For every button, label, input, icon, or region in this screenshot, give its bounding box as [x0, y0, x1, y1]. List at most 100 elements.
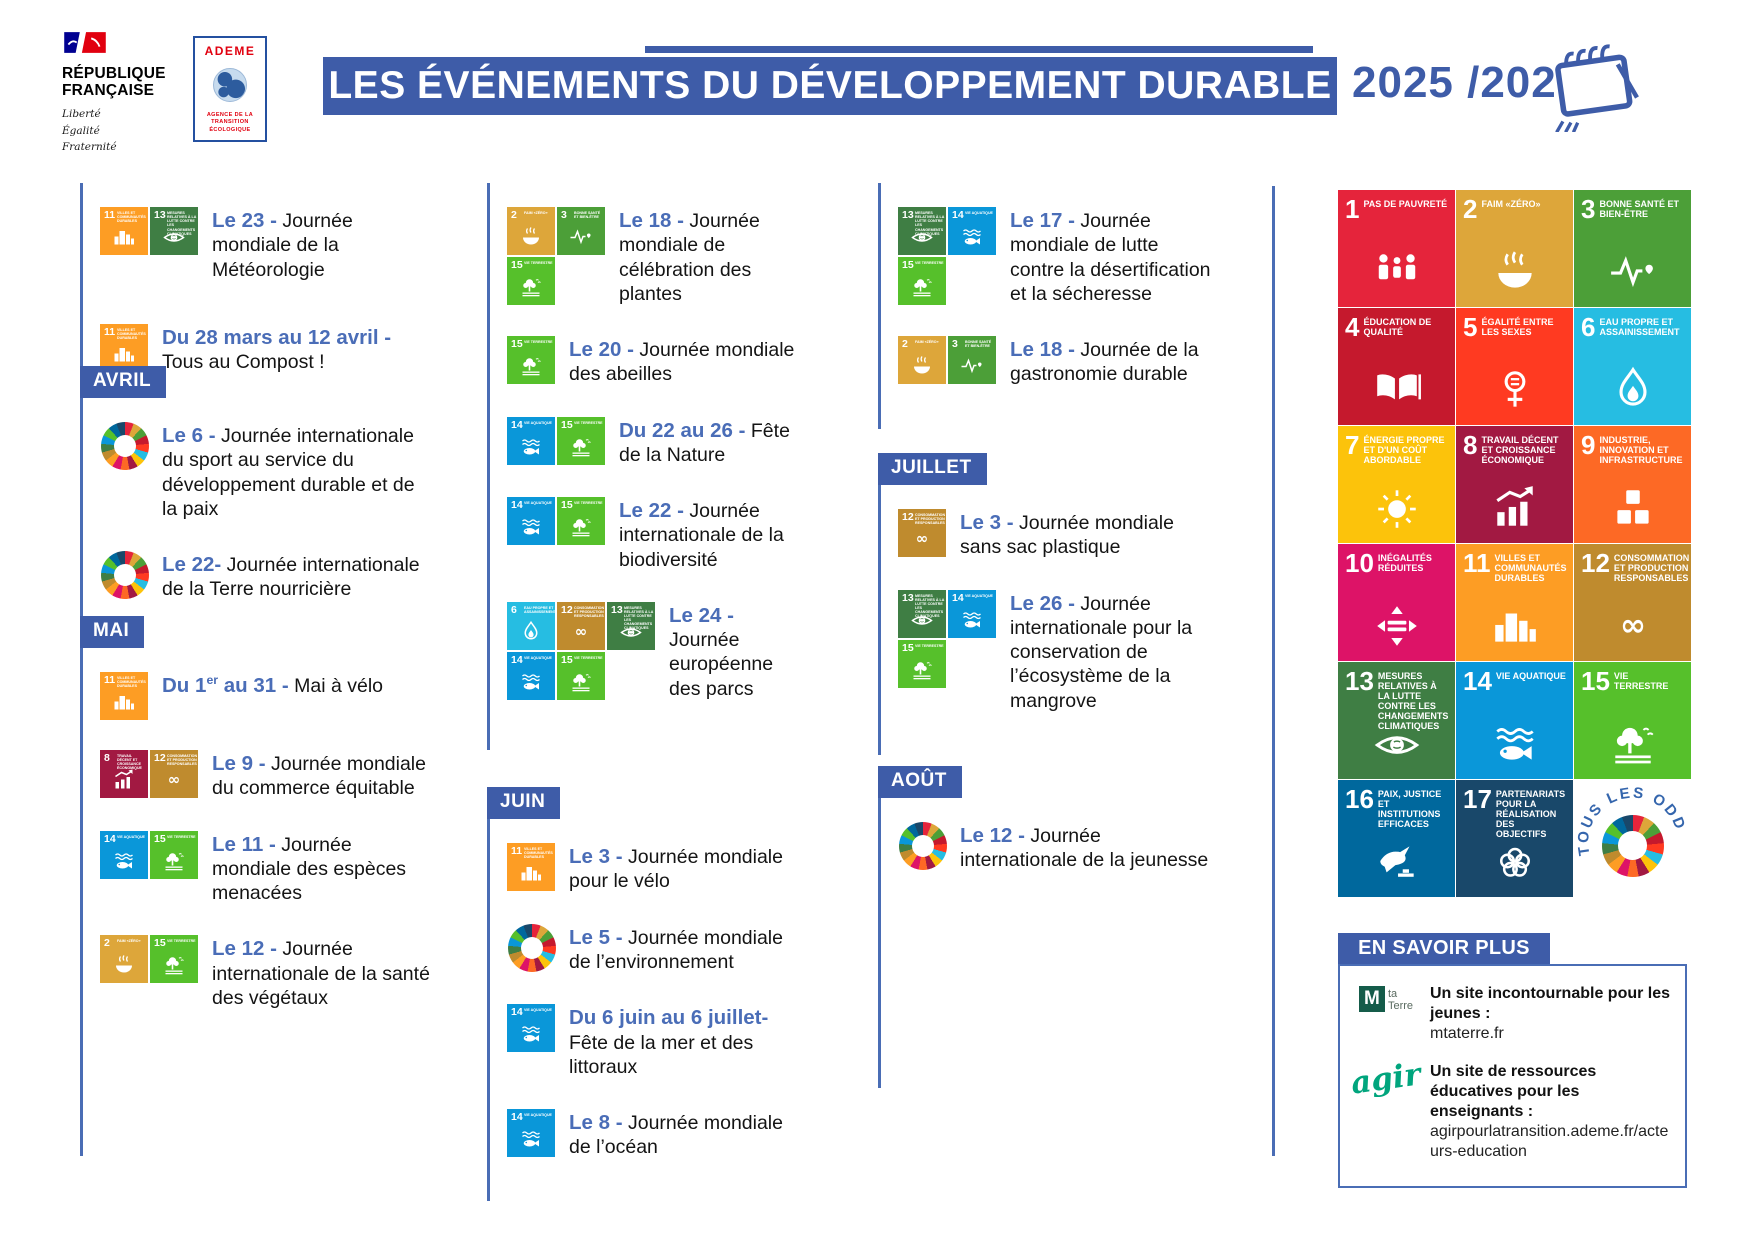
page-title: LES ÉVÉNEMENTS DU DÉVELOPPEMENT DURABLE — [323, 57, 1337, 115]
sdg-icon-2: 2 FAIM «ZÉRO» — [507, 207, 555, 255]
esp-url[interactable]: mtaterre.fr — [1430, 1025, 1504, 1042]
event-sdg-icons: 14 VIE AQUATIQUE — [507, 1108, 555, 1157]
sdg-icon-3: 3 BONNE SANTÉ ET BIEN-ÊTRE — [948, 335, 996, 384]
sdg-icon-15: 15 VIE TERRESTRE — [557, 416, 605, 465]
esp-description: Un site de ressources éducatives pour le… — [1430, 1063, 1597, 1120]
month-section-mai-suite: 2 FAIM «ZÉRO» 3 BONNE SANTÉ ET BIEN-ÊTRE 15 V… — [487, 183, 805, 750]
sdg-tile-6: 6 EAU PROPRE ET ASSAINISSEMENT — [1574, 308, 1691, 425]
sdg-3-pictogram — [1610, 256, 1653, 288]
sdg-7-pictogram — [1377, 490, 1416, 528]
agir-logo: agir — [1348, 1056, 1424, 1102]
month-events: Le 6 - Journée internationale du sport a… — [80, 398, 432, 644]
sdg-2-pictogram — [116, 955, 132, 973]
month-header-mai: MAI — [80, 616, 145, 648]
month-header-aout: AOÛT — [878, 766, 962, 798]
event-text: Le 26 - Journée internationale pour la c… — [1010, 591, 1193, 712]
event-sdg-icons: 14 VIE AQUATIQUE — [507, 1004, 555, 1053]
sdg-17-pictogram — [1499, 847, 1530, 877]
sdg-tile-13: 13 MESURES RELATIVES À LA LUTTE CONTRE LE… — [1338, 662, 1455, 779]
event: 15 VIE TERRESTRE Le 20 - Journée mondiale … — [507, 335, 805, 387]
event-text: Du 28 mars au 12 avril - Tous au Compost … — [162, 325, 392, 374]
esp-item-agir: agir Un site de ressources éducatives pou… — [1349, 1056, 1671, 1162]
month-section-mars-end: 11 VILLES ET COMMUNAUTÉS DURABLES 13 MESURE… — [80, 183, 432, 429]
event: 6 EAU PROPRE ET ASSAINISSEMENT 12 CONSOMMAT… — [507, 601, 805, 701]
sdg-icon-15: 15 VIE TERRESTRE — [898, 639, 946, 688]
esp-url[interactable]: agirpourlatransition.ademe.fr/acteurs-ed… — [1430, 1123, 1669, 1160]
sdg-icon-12: 12 CONSOMMATION ET PRODUCTION RESPONSABLE… — [898, 509, 946, 557]
sdg-wheel-icon — [101, 422, 149, 470]
sdg-13-pictogram — [620, 628, 642, 637]
sdg-icon-11: 11 VILLES ET COMMUNAUTÉS DURABLES — [100, 672, 148, 720]
sdg-icon-14: 14 VIE AQUATIQUE — [507, 1108, 555, 1157]
republique-francaise-logo: RÉPUBLIQUE FRANÇAISE Liberté Égalité Fra… — [62, 30, 192, 155]
title-accent-stripe — [645, 46, 1313, 53]
month-section-juin-suite: 13 MESURES RELATIVES À LA LUTTE CONTRE LE… — [878, 183, 1218, 429]
sdg-tile-4: 4 ÉDUCATION DE QUALITÉ — [1338, 308, 1455, 425]
sdg-3-pictogram — [961, 358, 982, 374]
month-events: 13 MESURES RELATIVES À LA LUTTE CONTRE LE… — [878, 183, 1218, 429]
sdg-15-pictogram — [572, 519, 591, 537]
sdg-tile-9: 9 INDUSTRIE, INNOVATION ET INFRASTRUCTURE — [1574, 426, 1691, 543]
event-text: Le 22- Journée internationale de la Terr… — [162, 552, 420, 601]
sdg-15-pictogram — [522, 358, 541, 376]
sdg-15-pictogram — [165, 957, 184, 975]
event-sdg-icons: 8 TRAVAIL DÉCENT ET CROISSANCE ÉCONOMIQUE… — [100, 750, 198, 798]
event-text: Du 22 au 26 - Fête de la Nature — [619, 418, 790, 466]
sdg-8-pictogram — [1495, 486, 1533, 526]
event: 2 FAIM «ZÉRO» 3 BONNE SANTÉ ET BIEN-ÊTRE 15 V… — [507, 207, 805, 306]
sdg-icon-14: 14 VIE AQUATIQUE — [948, 589, 996, 638]
event-text: Le 8 - Journée mondiale de l’océan — [569, 1110, 783, 1159]
tous-les-odd-logo: TOUS LES ODD — [1574, 780, 1691, 897]
sdg-icon-15: 15 VIE TERRESTRE — [898, 257, 946, 305]
sdg-wheel-icon — [508, 923, 556, 972]
sdg-icon-15: 15 VIE TERRESTRE — [557, 497, 605, 546]
event-sdg-icons — [898, 822, 947, 870]
event: 14 VIE AQUATIQUE Du 6 juin au 6 juillet- F… — [507, 1004, 805, 1079]
sdg-13-pictogram — [1374, 736, 1419, 754]
sdg-15-pictogram — [165, 852, 184, 870]
sdg-icon-8: 8 TRAVAIL DÉCENT ET CROISSANCE ÉCONOMIQUE — [100, 750, 148, 798]
sdg-9-pictogram — [1616, 490, 1649, 524]
sdg-icon-14: 14 VIE AQUATIQUE — [507, 651, 555, 700]
ademe-subtitle: AGENCE DE LA TRANSITION ÉCOLOGIQUE — [206, 111, 254, 133]
sdg-goals-grid: 1 PAS DE PAUVRETÉ 2 FAIM «ZÉRO» 3 BONNE SANTÉ… — [1338, 190, 1691, 897]
sdg-icon-15: 15 VIE TERRESTRE — [150, 830, 198, 879]
sdg-tile-10: 10 INÉGALITÉS RÉDUITES — [1338, 544, 1455, 661]
sdg-8-pictogram — [115, 769, 133, 789]
sdg-14-pictogram — [522, 519, 540, 535]
sdg-tile-15: 15 VIE TERRESTRE — [1574, 662, 1691, 779]
sdg-4-pictogram — [1376, 374, 1421, 400]
event: 8 TRAVAIL DÉCENT ET CROISSANCE ÉCONOMIQUE… — [100, 750, 432, 801]
event-sdg-icons — [100, 422, 149, 470]
sdg-11-pictogram — [114, 231, 134, 245]
sdg-3-pictogram — [570, 229, 591, 245]
sdg-14-pictogram — [963, 611, 981, 628]
event: 13 MESURES RELATIVES À LA LUTTE CONTRE LE… — [898, 589, 1218, 713]
sdg-15-pictogram — [522, 279, 541, 297]
sdg-12-pictogram: ∞ — [1619, 607, 1645, 643]
event-sdg-icons: 6 EAU PROPRE ET ASSAINISSEMENT 12 CONSOMMAT… — [507, 601, 655, 700]
event-sdg-icons: 14 VIE AQUATIQUE 15 VIE TERRESTRE — [507, 416, 605, 465]
sdg-icon-15: 15 VIE TERRESTRE — [150, 935, 198, 984]
sdg-icon-2: 2 FAIM «ZÉRO» — [100, 935, 148, 984]
month-section-juillet: JUILLET 12 CONSOMMATION ET PRODUCTION RESP… — [878, 453, 1218, 755]
event-sdg-icons: 11 VILLES ET COMMUNAUTÉS DURABLES — [507, 843, 555, 891]
sdg-icon-13: 13 MESURES RELATIVES À LA LUTTE CONTRE LE… — [150, 207, 198, 255]
event: 14 VIE AQUATIQUE 15 VIE TERRESTRE Le 22 - Jo… — [507, 497, 805, 572]
event: 11 VILLES ET COMMUNAUTÉS DURABLES Du 28 ma… — [100, 323, 432, 375]
calendar-icon — [1555, 44, 1639, 132]
event: 2 FAIM «ZÉRO» 15 VIE TERRESTRE Le 12 - Journ… — [100, 935, 432, 1010]
event-sdg-icons: 13 MESURES RELATIVES À LA LUTTE CONTRE LE… — [898, 589, 996, 688]
event-text: Le 3 - Journée mondiale sans sac plastiq… — [960, 511, 1174, 559]
event-text: Le 17 - Journée mondiale de lutte contre… — [1010, 209, 1211, 305]
month-events: Le 12 - Journée internationale de la jeu… — [878, 798, 1218, 1088]
event-text: Le 18 - Journée de la gastronomie durabl… — [1010, 337, 1199, 386]
event-text: Du 6 juin au 6 juillet- Fête de la mer e… — [569, 1006, 769, 1078]
sdg-14-pictogram — [522, 438, 540, 454]
event-text: Du 1er au 31 - Mai à vélo — [162, 673, 383, 697]
sdg-12-pictogram: ∞ — [168, 771, 181, 789]
sdg-icon-13: 13 MESURES RELATIVES À LA LUTTE CONTRE LE… — [898, 207, 946, 255]
sdg-11-pictogram — [521, 867, 541, 881]
